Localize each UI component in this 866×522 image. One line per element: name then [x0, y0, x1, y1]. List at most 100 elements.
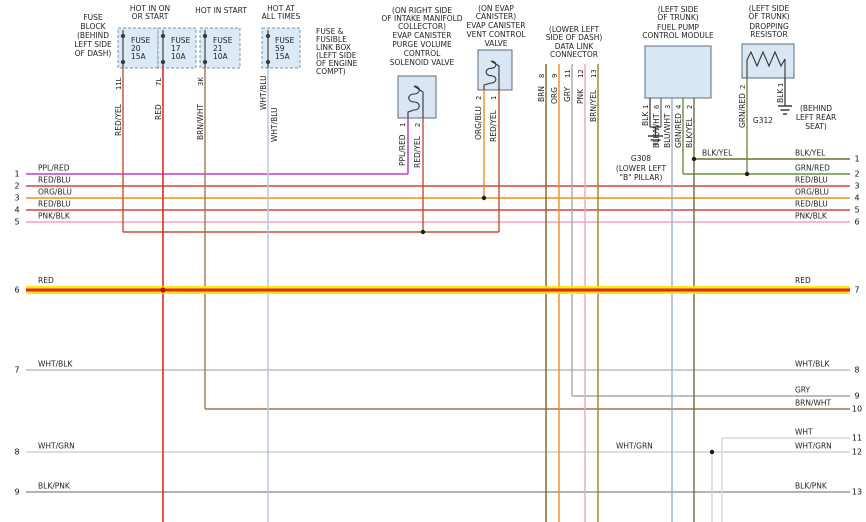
- ground-icon-g312: [778, 105, 792, 115]
- connector-number-right: 6: [854, 218, 859, 227]
- ground-location-g312: LEFT REAR: [796, 113, 836, 122]
- wire-pin: 8: [538, 74, 546, 78]
- solenoid-coil-icon: [407, 85, 424, 118]
- wire-color-label: BLK/YEL: [702, 149, 733, 158]
- wire-pin: 13: [590, 69, 598, 78]
- wire-pin: 6: [653, 105, 661, 109]
- fuel-pump-module-title: (LEFT SIDE: [658, 5, 699, 14]
- wire-pin: 9: [551, 74, 559, 78]
- wire-pin: 7L: [155, 78, 163, 86]
- fuse-rating: 15A: [131, 52, 147, 61]
- dropping-resistor-title: (LEFT SIDE: [749, 4, 790, 13]
- wire-color-label: RED: [154, 104, 163, 120]
- wire-color-label: BRN/YEL: [589, 89, 598, 122]
- power-feed-header: ALL TIMES: [262, 12, 301, 21]
- purge-valve-title: PURGE VOLUME: [392, 40, 452, 49]
- wire-pin: 1: [777, 83, 785, 87]
- solenoid-coil-icon: [483, 60, 500, 90]
- connector-number-left: 3: [14, 194, 19, 203]
- ground-location-g312: SEAT): [805, 122, 827, 131]
- purge-valve-title: OF INTAKE MANIFOLD: [381, 14, 462, 23]
- wire-color-label: RED/BLU: [38, 200, 71, 209]
- wire-pin: 2: [739, 85, 747, 89]
- wire-pin: 1: [399, 123, 407, 127]
- dropping-resistor-title: RESISTOR: [750, 30, 787, 39]
- dlc-title: DATA LINK: [555, 42, 595, 51]
- wire-color-label: PPL/RED: [398, 134, 407, 166]
- wire-color-label: WHT: [795, 428, 813, 437]
- wire-color-label: RED/BLU: [38, 176, 71, 185]
- connector-number-left: 5: [14, 218, 19, 227]
- purge-valve-box: [397, 75, 437, 119]
- purge-valve-title: CONTROL: [404, 49, 441, 58]
- wire-pin: 12: [577, 69, 585, 78]
- power-feed-header: OR START: [132, 12, 169, 21]
- wire-color-label: BRN: [537, 86, 546, 102]
- fuse-label: FUSE: [275, 36, 295, 45]
- fuse-label: FUSE: [131, 36, 151, 45]
- dlc-title: CONNECTOR: [550, 50, 598, 59]
- purge-valve-title: COLLECTOR): [398, 22, 446, 31]
- fusible-link-box-label: (LEFT SIDE: [316, 51, 357, 60]
- purge-valve-title: EVAP CANISTER: [393, 31, 452, 40]
- connector-number-left: 1: [14, 170, 19, 179]
- connector-number-right: 1: [854, 155, 859, 164]
- fuse-symbol-17: [160, 30, 166, 68]
- ground-name-g308: G308: [631, 154, 651, 163]
- ground-icon-g308: [648, 135, 663, 145]
- ground-location-g308: (LOWER LEFT: [616, 164, 667, 173]
- wire-pin: 2: [475, 96, 483, 100]
- wire-color-label: WHT/GRN: [616, 442, 653, 451]
- vent-valve-title: CANISTER): [476, 12, 516, 21]
- wire-pin: 11L: [115, 77, 123, 90]
- power-feed-header: HOT IN START: [195, 6, 247, 15]
- connector-number-right: 7: [854, 286, 859, 295]
- wire-color-label: RED: [795, 276, 811, 285]
- wire-color-label: BLK/WHT: [652, 113, 661, 148]
- wire-color-label: WHT/BLK: [38, 360, 73, 369]
- fuse-number: 59: [275, 44, 285, 53]
- connector-number-right: 8: [854, 366, 859, 375]
- connector-number-left: 8: [14, 448, 19, 457]
- fuse-rating: 15A: [275, 52, 291, 61]
- junction-dot: [744, 171, 750, 177]
- dropping-resistor-box: [741, 43, 795, 79]
- connector-number-right: 5: [854, 206, 859, 215]
- wire-color-label: ORG/BLU: [474, 106, 483, 140]
- wire-color-label: PNK/BLK: [795, 212, 828, 221]
- fuse-block-label: FUSE: [83, 13, 103, 22]
- wire-color-label: BLK/YEL: [685, 117, 694, 148]
- wire-color-label: ORG: [550, 87, 559, 104]
- connector-number-left: 4: [14, 206, 19, 215]
- fuse-label: FUSE: [171, 36, 191, 45]
- wire-color-label: RED/YEL: [489, 109, 498, 142]
- vent-valve-title: VENT CONTROL: [466, 30, 526, 39]
- wire-color-label: WHT/BLK: [795, 360, 830, 369]
- fuse-number: 20: [131, 44, 141, 53]
- ground-location-g312: (BEHIND: [800, 104, 832, 113]
- connector-number-right: 4: [854, 194, 859, 203]
- fuse-block-label: LEFT SIDE: [74, 40, 112, 49]
- fuel-pump-module-title: CONTROL MODULE: [642, 31, 714, 40]
- wire-color-label: GRY: [563, 86, 572, 102]
- dropping-resistor-title: DROPPING: [749, 22, 789, 31]
- fuse-block-label: (BEHIND: [77, 31, 109, 40]
- wire-color-label: PNK/BLK: [38, 212, 71, 221]
- fusible-link-box-label: FUSIBLE: [316, 35, 347, 44]
- connector-number-left: 7: [14, 366, 19, 375]
- wire-color-label: BLK: [641, 111, 650, 126]
- connector-number-left: 9: [14, 488, 19, 497]
- fusible-link-box-label: OF ENGINE: [316, 59, 358, 68]
- fuse-block-label: BLOCK: [80, 22, 106, 31]
- wire-color-label: RED/YEL: [114, 103, 123, 136]
- wire-color-label: ORG/BLU: [38, 188, 72, 197]
- connector-number-left: 6: [14, 286, 19, 295]
- wire-color-label: PPL/RED: [38, 164, 70, 173]
- fuse-symbol-21: [202, 30, 208, 68]
- wire-pin: 1: [490, 96, 498, 100]
- junction-dot: [481, 195, 487, 201]
- junction-dot: [160, 287, 166, 293]
- fuse-rating: 10A: [213, 52, 229, 61]
